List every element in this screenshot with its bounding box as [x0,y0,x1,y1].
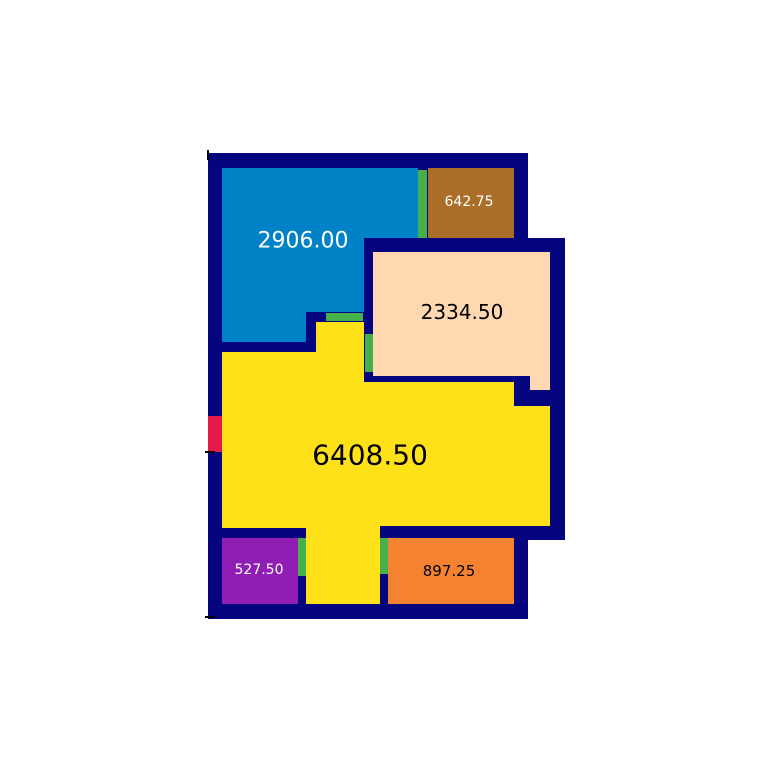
room-blue [222,168,418,342]
room-area-label-purple: 527.50 [235,562,284,578]
door-blue-brown [418,170,427,238]
room-peach [373,252,550,390]
room-area-label-brown: 642.75 [445,194,494,210]
room-purple [222,538,298,604]
door-orange-yellow [380,538,388,574]
door-blue-yellow [326,313,363,321]
room-yellow [222,322,550,604]
entrance-door [208,416,222,452]
room-area-label-peach: 2334.50 [421,300,504,324]
room-orange [388,538,514,604]
room-area-label-blue: 2906.00 [258,229,349,254]
room-area-label-orange: 897.25 [423,562,476,580]
door-purple-yellow [298,538,306,576]
room-brown [428,168,514,238]
door-peach-yellow [365,334,373,372]
room-area-label-yellow: 6408.50 [312,439,428,472]
